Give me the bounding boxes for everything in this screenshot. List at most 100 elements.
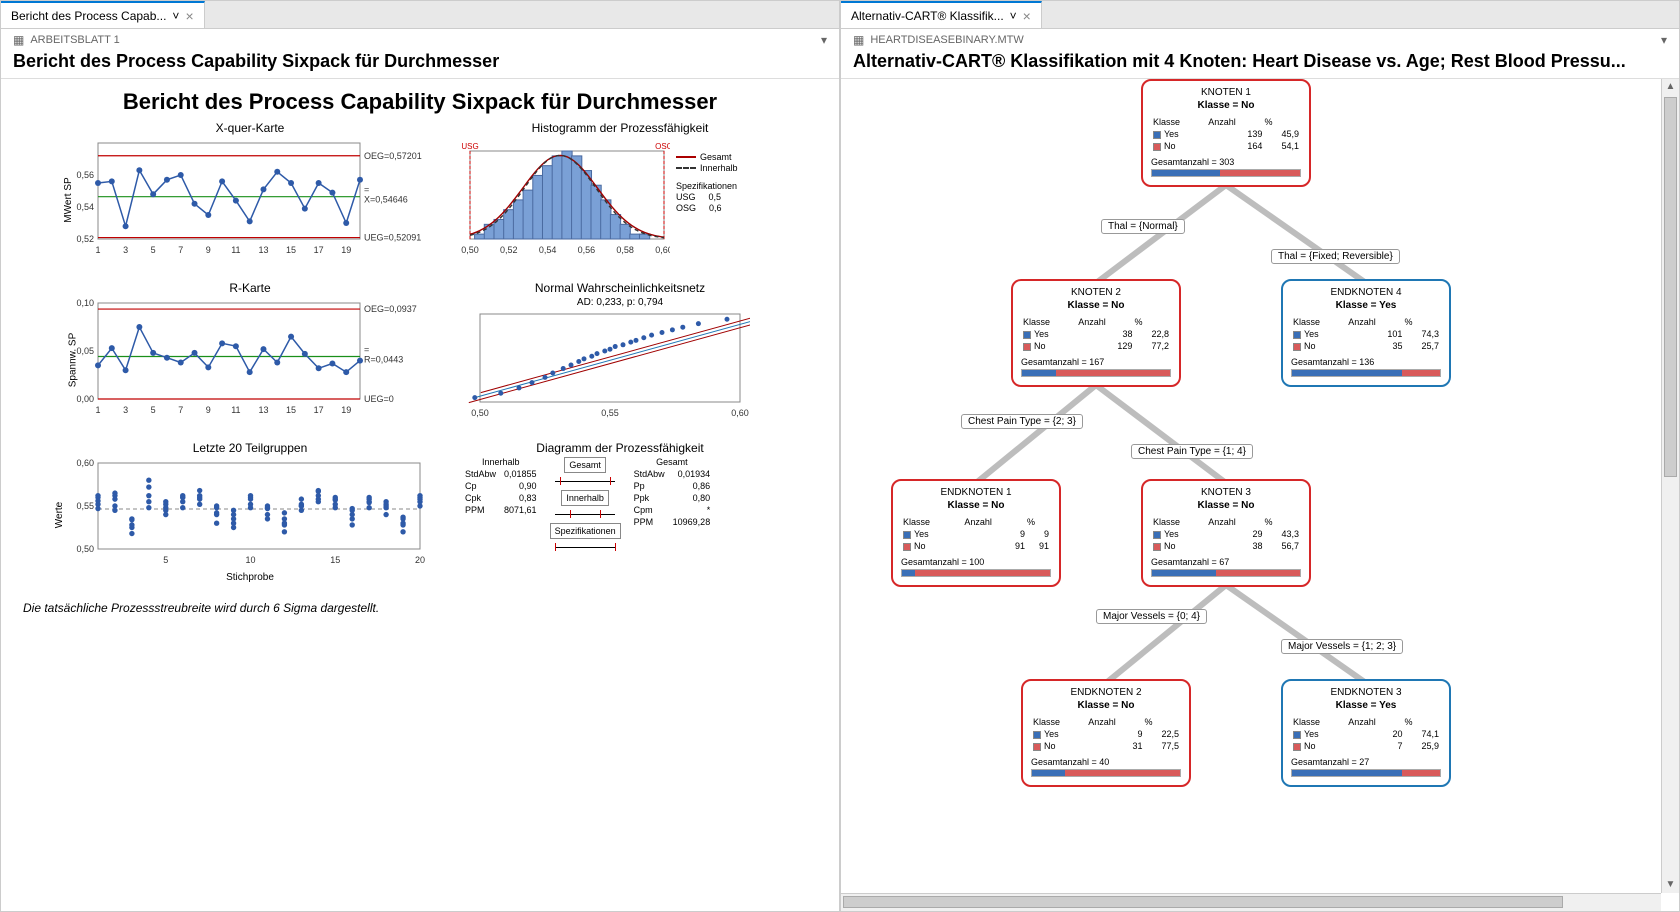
split-label: Chest Pain Type = {2; 3} [961, 414, 1083, 429]
split-label: Major Vessels = {0; 4} [1096, 609, 1207, 624]
split-label: Thal = {Normal} [1101, 219, 1185, 234]
probplot-chart: 0,50 0,55 0,60 [460, 310, 750, 420]
legend-innerhalb: Innerhalb [700, 163, 738, 173]
svg-text:10: 10 [246, 555, 256, 565]
svg-text:17: 17 [314, 245, 324, 255]
legend-osg-val: 0,6 [709, 203, 722, 213]
worksheet-icon: ▦ [853, 33, 864, 47]
svg-text:5: 5 [151, 245, 156, 255]
panel-xbar: X-quer-Karte MWert SP 0,520,540,56135791… [60, 121, 440, 271]
svg-text:0,50: 0,50 [471, 408, 489, 418]
panel-last20: Letzte 20 Teilgruppen Werte 0,500,550,60… [60, 441, 440, 591]
svg-text:7: 7 [178, 405, 183, 415]
svg-text:9: 9 [206, 245, 211, 255]
left-pane: Bericht des Process Capab... ˅ × ▦ ARBEI… [0, 0, 840, 912]
svg-text:OEG=0,57201: OEG=0,57201 [364, 151, 422, 161]
content-right: KNOTEN 1Klasse = NoKlasseAnzahl%Yes13945… [841, 79, 1679, 911]
last20-ylabel: Werte [54, 501, 65, 528]
svg-text:0,58: 0,58 [616, 245, 634, 255]
legend-spez-header: Spezifikationen [676, 181, 738, 191]
hist-title: Histogramm der Prozessfähigkeit [460, 121, 780, 135]
tree-node-e4[interactable]: ENDKNOTEN 4Klasse = YesKlasseAnzahl%Yes1… [1281, 279, 1451, 387]
tree-diagram: KNOTEN 1Klasse = NoKlasseAnzahl%Yes13945… [841, 79, 1621, 839]
svg-text:=: = [364, 344, 369, 354]
svg-text:0,05: 0,05 [76, 346, 94, 356]
svg-text:0,00: 0,00 [76, 394, 94, 404]
svg-text:OSG: OSG [655, 142, 670, 151]
horizontal-scrollbar[interactable] [841, 893, 1661, 911]
svg-text:X=0,54646: X=0,54646 [364, 195, 408, 205]
legend-usg-val: 0,5 [709, 192, 722, 202]
worksheet-label: HEARTDISEASEBINARY.MTW [870, 34, 1023, 46]
sixpack-grid: X-quer-Karte MWert SP 0,520,540,56135791… [11, 121, 829, 591]
legend-osg-label: OSG [676, 203, 696, 213]
svg-text:0,60: 0,60 [731, 408, 749, 418]
tab-bar-left: Bericht des Process Capab... ˅ × [1, 1, 839, 29]
svg-text:0,56: 0,56 [76, 170, 94, 180]
svg-text:13: 13 [258, 245, 268, 255]
svg-text:0,55: 0,55 [601, 408, 619, 418]
content-left: Bericht des Process Capability Sixpack f… [1, 79, 839, 911]
sixpack-title: Bericht des Process Capability Sixpack f… [11, 89, 829, 115]
svg-text:11: 11 [231, 405, 240, 415]
svg-text:15: 15 [286, 405, 296, 415]
scroll-down-icon[interactable]: ▼ [1662, 877, 1679, 893]
svg-text:0,60: 0,60 [655, 245, 670, 255]
probplot-subtitle: AD: 0,233, p: 0,794 [460, 297, 780, 308]
tree-node-e2[interactable]: ENDKNOTEN 2Klasse = NoKlasseAnzahl%Yes92… [1021, 679, 1191, 787]
split-label: Thal = {Fixed; Reversible} [1271, 249, 1400, 264]
capdiag-box-inner: Innerhalb [561, 490, 609, 506]
tab-capability-report[interactable]: Bericht des Process Capab... ˅ × [1, 1, 205, 28]
panel-histogram: Histogramm der Prozessfähigkeit USGOSG0,… [460, 121, 780, 271]
scroll-up-icon[interactable]: ▲ [1662, 79, 1679, 95]
rchart-chart: 0,000,050,10135791113151719OEG=0,0937=R=… [60, 297, 430, 417]
chevron-down-icon[interactable]: ˅ [1010, 9, 1017, 23]
svg-text:0,60: 0,60 [76, 458, 94, 468]
svg-text:0,54: 0,54 [539, 245, 557, 255]
capdiag-right-header: Gesamt [629, 457, 716, 467]
svg-text:19: 19 [341, 405, 351, 415]
svg-text:3: 3 [123, 245, 128, 255]
capdiag-left-header: Innerhalb [460, 457, 542, 467]
svg-text:0,52: 0,52 [76, 234, 94, 244]
svg-text:0,56: 0,56 [578, 245, 596, 255]
tree-node-e3[interactable]: ENDKNOTEN 3Klasse = YesKlasseAnzahl%Yes2… [1281, 679, 1451, 787]
probplot-title: Normal Wahrscheinlichkeitsnetz [460, 281, 780, 295]
svg-text:3: 3 [123, 405, 128, 415]
svg-text:0,54: 0,54 [76, 202, 94, 212]
legend-gesamt: Gesamt [700, 152, 732, 162]
svg-text:0,55: 0,55 [76, 501, 94, 511]
report-heading-left: Bericht des Process Capability Sixpack f… [1, 51, 839, 79]
svg-text:UEG=0,52091: UEG=0,52091 [364, 233, 421, 243]
chevron-down-icon[interactable]: ▾ [1661, 33, 1667, 47]
svg-text:17: 17 [314, 405, 324, 415]
svg-text:20: 20 [415, 555, 425, 565]
report-heading-right: Alternativ-CART® Klassifikation mit 4 Kn… [841, 51, 1679, 79]
chevron-down-icon[interactable]: ˅ [172, 9, 179, 23]
vertical-scrollbar[interactable]: ▲ ▼ [1661, 79, 1679, 893]
capdiag-box-spec: Spezifikationen [550, 523, 621, 539]
chevron-down-icon[interactable]: ▾ [821, 33, 827, 47]
svg-text:19: 19 [341, 245, 351, 255]
tree-edges [841, 79, 1621, 839]
scrollbar-thumb[interactable] [1664, 97, 1677, 477]
scrollbar-thumb[interactable] [843, 896, 1563, 908]
worksheet-header-right: ▦ HEARTDISEASEBINARY.MTW ▾ [841, 29, 1679, 51]
worksheet-header-left: ▦ ARBEITSBLATT 1 ▾ [1, 29, 839, 51]
tab-bar-right: Alternativ-CART® Klassifik... ˅ × [841, 1, 1679, 29]
close-icon[interactable]: × [1023, 8, 1031, 24]
last20-title: Letzte 20 Teilgruppen [60, 441, 440, 455]
close-icon[interactable]: × [185, 8, 193, 24]
tree-node-n2[interactable]: KNOTEN 2Klasse = NoKlasseAnzahl%Yes3822,… [1011, 279, 1181, 387]
tab-cart-classification[interactable]: Alternativ-CART® Klassifik... ˅ × [841, 1, 1042, 28]
rchart-title: R-Karte [60, 281, 440, 295]
last20-chart: 0,500,550,605101520 [60, 457, 430, 567]
split-label: Chest Pain Type = {1; 4} [1131, 444, 1253, 459]
tree-node-e1[interactable]: ENDKNOTEN 1Klasse = NoKlasseAnzahl%Yes99… [891, 479, 1061, 587]
svg-text:15: 15 [330, 555, 340, 565]
capdiag-left-table: StdAbw0,01855Cp0,90Cpk0,83PPM8071,61 [460, 467, 542, 517]
tree-node-n3[interactable]: KNOTEN 3Klasse = NoKlasseAnzahl%Yes2943,… [1141, 479, 1311, 587]
split-label: Major Vessels = {1; 2; 3} [1281, 639, 1403, 654]
tree-node-n1[interactable]: KNOTEN 1Klasse = NoKlasseAnzahl%Yes13945… [1141, 79, 1311, 187]
svg-text:0,52: 0,52 [500, 245, 518, 255]
